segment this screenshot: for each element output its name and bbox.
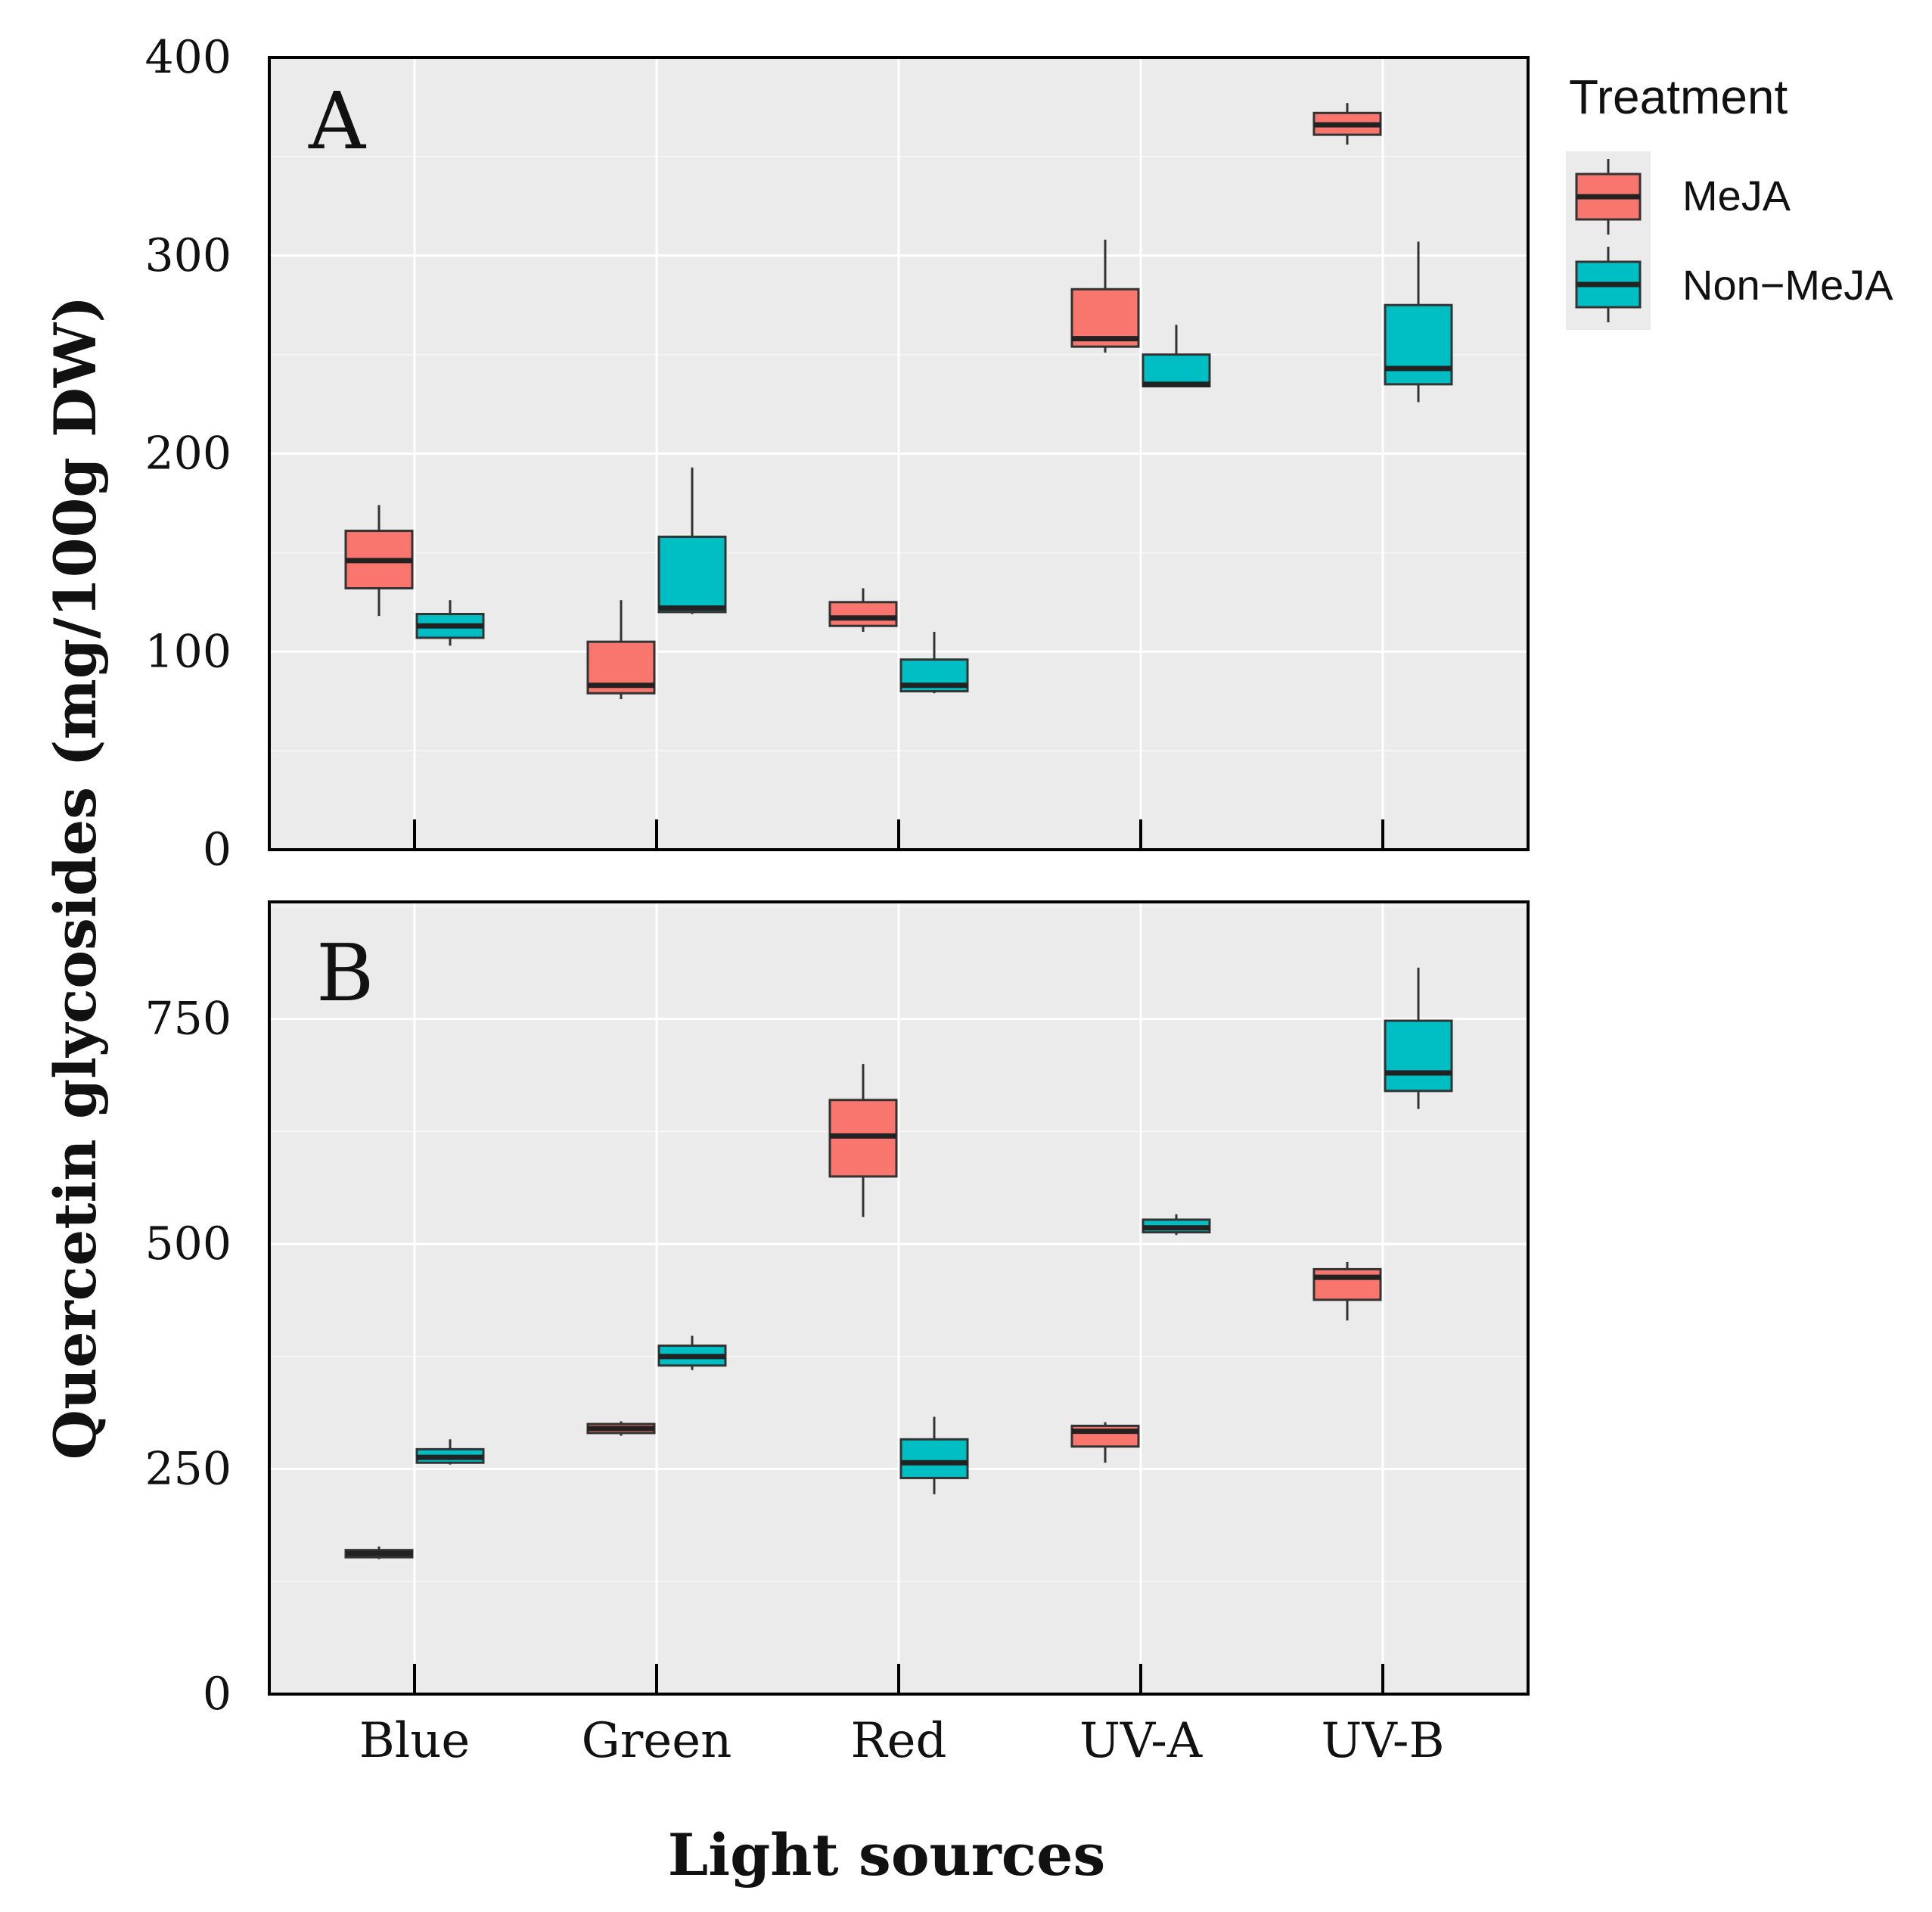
legend: Treatment MeJA Non−MeJA	[1566, 70, 1893, 330]
panel-a-box-meja-red	[828, 588, 898, 633]
panel-a-box-meja-uv-a	[1070, 239, 1140, 353]
panel-a-box-non-meja-uv-b	[1384, 241, 1453, 403]
panel-b-label: B	[316, 927, 374, 1019]
panel-a-box-non-meja-uv-a	[1141, 325, 1211, 388]
panel-a-y-tick-label-400: 400	[144, 31, 231, 84]
x-tick-label-uv-a: UV-A	[1079, 1713, 1203, 1769]
y-axis-title: Quercetin glycosides (mg/100g DW)	[42, 296, 109, 1460]
panel-a-y-tick-label-300: 300	[144, 229, 231, 282]
panel-b-box-meja-red	[828, 1064, 898, 1217]
panel-a-label: A	[308, 75, 367, 167]
x-tick-labels: Blue Green Red UV-A UV-B	[359, 1713, 1445, 1769]
panel-a-box-non-meja-blue	[415, 600, 485, 646]
panel-b-y-tick-label-0: 0	[203, 1668, 231, 1721]
panel-a-y-tick-label-100: 100	[144, 625, 231, 678]
panel-b-box-non-meja-red-iqr	[899, 1438, 969, 1479]
panel-b-box-non-meja-uv-a	[1141, 1214, 1211, 1236]
panel-a-box-non-meja-uv-a-iqr	[1141, 353, 1211, 388]
panel-b-box-meja-uv-b	[1312, 1261, 1382, 1321]
panel-b-box-non-meja-green	[657, 1335, 727, 1370]
x-tick-label-red: Red	[850, 1713, 946, 1769]
x-axis-title: Light sources	[668, 1821, 1105, 1889]
x-tick-label-uv-b: UV-B	[1322, 1713, 1445, 1769]
panel-a-ticks: 0 100 200 300 400	[144, 31, 1384, 876]
panel-a-boxes	[344, 103, 1453, 700]
panel-a-y-tick-label-200: 200	[144, 427, 231, 480]
panel-b-box-meja-uv-a	[1070, 1422, 1140, 1463]
panel-a-box-meja-green	[586, 600, 656, 700]
panel-b-box-non-meja-uv-b	[1384, 967, 1453, 1109]
legend-key-meja	[1566, 151, 1651, 242]
panel-b: 0 250 500 750 B	[144, 900, 1530, 1721]
panel-b-y-tick-label-250: 250	[144, 1443, 231, 1496]
legend-title: Treatment	[1569, 70, 1788, 124]
panel-b-ticks: 0 250 500 750	[144, 993, 1384, 1721]
panel-b-box-non-meja-blue	[415, 1439, 485, 1465]
panel-b-y-tick-label-750: 750	[144, 993, 231, 1046]
panel-a-box-non-meja-red	[899, 632, 969, 694]
panel-a-box-non-meja-uv-b-iqr	[1384, 303, 1453, 386]
panel-a-box-meja-uv-b	[1312, 103, 1382, 145]
panel-b-box-meja-blue	[344, 1546, 414, 1559]
legend-keys	[1566, 151, 1651, 330]
panel-a-box-meja-blue	[344, 505, 414, 617]
panel-b-box-meja-uv-a-iqr	[1070, 1424, 1140, 1448]
legend-label-meja: MeJA	[1682, 172, 1791, 219]
panel-a: 0 100 200 300 400 A	[144, 31, 1530, 876]
legend-label-non-meja: Non−MeJA	[1682, 261, 1893, 309]
panel-b-box-meja-green	[586, 1421, 656, 1436]
legend-key-non-meja	[1566, 239, 1651, 330]
panel-b-boxes	[344, 967, 1453, 1559]
x-tick-label-blue: Blue	[359, 1713, 471, 1769]
panel-b-y-tick-label-500: 500	[144, 1217, 231, 1270]
panel-a-box-non-meja-green-iqr	[657, 535, 727, 614]
panel-b-box-non-meja-red	[899, 1416, 969, 1494]
panel-a-box-non-meja-green	[657, 467, 727, 614]
panel-b-box-non-meja-uv-b-iqr	[1384, 1019, 1453, 1093]
x-tick-label-green: Green	[582, 1713, 732, 1769]
panel-a-y-tick-label-0: 0	[203, 823, 231, 876]
panel-a-box-meja-red-iqr	[828, 601, 898, 627]
panel-b-box-meja-uv-b-iqr	[1312, 1267, 1382, 1301]
